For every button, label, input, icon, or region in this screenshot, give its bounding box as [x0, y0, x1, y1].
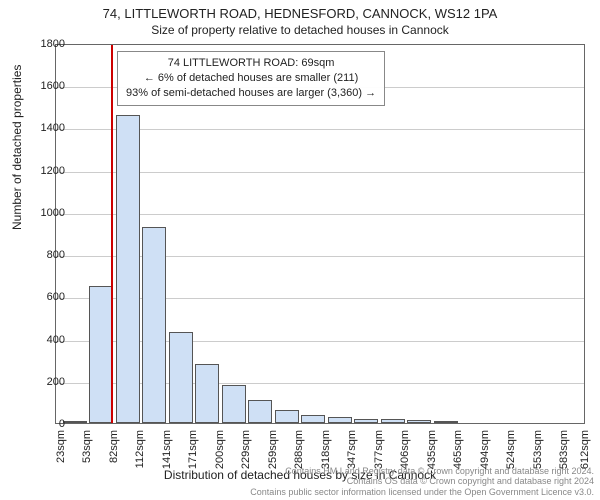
x-tick-label: 524sqm: [505, 430, 517, 469]
histogram-bar: [328, 417, 352, 423]
x-tick-label: 494sqm: [479, 430, 491, 469]
histogram-bar: [354, 419, 378, 423]
x-tick-label: 82sqm: [108, 430, 120, 463]
x-tick-label: 553sqm: [532, 430, 544, 469]
y-tick-label: 400: [25, 334, 65, 346]
y-tick-label: 1600: [25, 80, 65, 92]
x-tick-label: 377sqm: [373, 430, 385, 469]
x-tick-label: 347sqm: [346, 430, 358, 469]
x-tick-label: 435sqm: [426, 430, 438, 469]
y-tick-label: 1200: [25, 165, 65, 177]
histogram-bar: [407, 420, 431, 423]
x-tick-label: 229sqm: [240, 430, 252, 469]
y-tick-label: 800: [25, 249, 65, 261]
chart-title-sub: Size of property relative to detached ho…: [0, 21, 600, 37]
histogram-bar: [116, 115, 140, 423]
x-tick-label: 112sqm: [134, 430, 146, 468]
x-tick-label: 23sqm: [55, 430, 67, 463]
y-axis-label: Number of detached properties: [10, 65, 24, 230]
histogram-bar: [89, 286, 113, 423]
annotation-line: ← 6% of detached houses are smaller (211…: [126, 71, 376, 86]
histogram-bar: [381, 419, 405, 423]
x-tick-label: 465sqm: [452, 430, 464, 469]
x-tick-label: 259sqm: [267, 430, 279, 469]
histogram-bar: [63, 421, 87, 423]
chart-area: 74 LITTLEWORTH ROAD: 69sqm← 6% of detach…: [55, 44, 585, 424]
histogram-bar: [275, 410, 299, 423]
y-tick-label: 0: [25, 418, 65, 430]
x-tick-label: 171sqm: [187, 430, 199, 469]
footer-line: Contains OS data © Crown copyright and d…: [250, 476, 594, 487]
y-tick-label: 600: [25, 291, 65, 303]
histogram-bar: [169, 332, 193, 423]
x-tick-label: 612sqm: [579, 430, 591, 469]
annotation-box: 74 LITTLEWORTH ROAD: 69sqm← 6% of detach…: [117, 51, 385, 106]
y-tick-label: 1000: [25, 207, 65, 219]
plot-region: 74 LITTLEWORTH ROAD: 69sqm← 6% of detach…: [55, 44, 585, 424]
y-tick-label: 1400: [25, 122, 65, 134]
x-tick-label: 141sqm: [161, 430, 173, 469]
x-tick-label: 406sqm: [399, 430, 411, 469]
histogram-bar: [248, 400, 272, 423]
x-tick-label: 288sqm: [293, 430, 305, 469]
histogram-bar: [142, 227, 166, 423]
annotation-line: 93% of semi-detached houses are larger (…: [126, 86, 376, 101]
x-tick-label: 200sqm: [214, 430, 226, 469]
x-tick-label: 53sqm: [81, 430, 93, 463]
x-tick-label: 583sqm: [558, 430, 570, 469]
chart-title-main: 74, LITTLEWORTH ROAD, HEDNESFORD, CANNOC…: [0, 0, 600, 21]
y-tick-label: 200: [25, 376, 65, 388]
x-tick-label: 318sqm: [320, 430, 332, 469]
y-tick-label: 1800: [25, 38, 65, 50]
histogram-bar: [434, 421, 458, 423]
footer-line: Contains public sector information licen…: [250, 487, 594, 498]
reference-line: [111, 45, 113, 423]
footer-attribution: Contains HM Land Registry data © Crown c…: [250, 466, 594, 498]
histogram-bar: [195, 364, 219, 423]
histogram-bar: [222, 385, 246, 423]
annotation-line: 74 LITTLEWORTH ROAD: 69sqm: [126, 56, 376, 71]
histogram-bar: [301, 415, 325, 423]
